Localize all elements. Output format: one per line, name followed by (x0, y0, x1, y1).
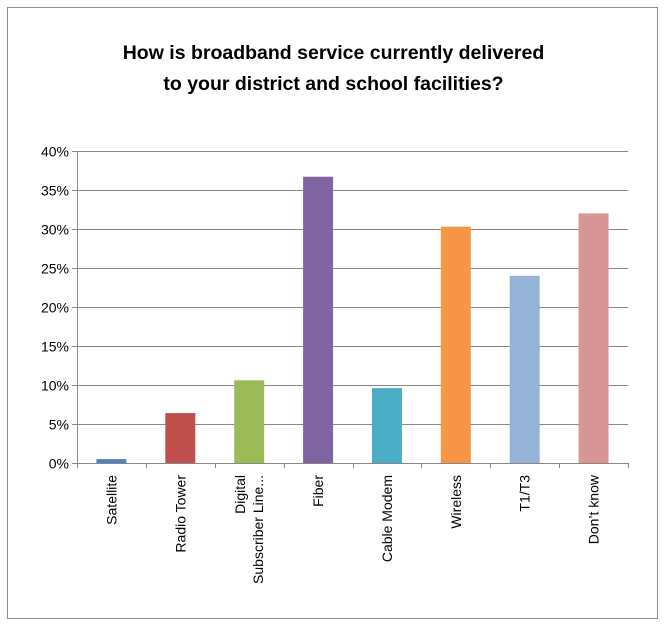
x-tick-label: T1/T3 (517, 475, 533, 512)
x-tick-label: Satellite (103, 475, 119, 525)
y-tick-label: 20% (41, 300, 69, 316)
x-tick-label: Radio Tower (172, 475, 188, 553)
y-tick-label: 35% (41, 183, 69, 199)
chart-title: How is broadband service currently deliv… (8, 38, 659, 100)
x-tick-label: Fiber (310, 475, 326, 507)
x-tick-labels: Satellite Radio Tower Digital Subscriber Li… (103, 474, 601, 584)
y-tick-label: 40% (41, 144, 69, 160)
chart-title-line-2: to your district and school facilities? (163, 73, 504, 95)
x-tick-label: Wireless (448, 475, 464, 529)
bar-6 (509, 275, 540, 463)
bar-1 (165, 413, 196, 463)
bar-5 (440, 226, 471, 463)
bar-7 (578, 213, 609, 463)
y-tick-label: 10% (41, 378, 69, 394)
y-tick-labels: 0% 5% 10% 15% 20% 25% 30% 35% 40% (41, 144, 69, 472)
y-tick-label: 15% (41, 339, 69, 355)
y-tick-label: 5% (49, 417, 69, 433)
x-tick-label: Don’t know (586, 474, 602, 544)
x-tick-label: Cable Modem (379, 475, 395, 562)
bars (96, 176, 609, 464)
x-tick-label: Digital (232, 475, 248, 514)
bar-4 (371, 388, 402, 463)
x-tick-label: Subscriber Line... (250, 475, 266, 584)
axes (72, 151, 629, 468)
y-tick-label: 0% (49, 456, 69, 472)
gridlines (77, 151, 628, 425)
y-tick-label: 25% (41, 261, 69, 277)
bar-3 (303, 176, 334, 464)
chart-title-line-1: How is broadband service currently deliv… (122, 42, 545, 64)
bar-2 (234, 380, 265, 463)
bar-0 (96, 459, 127, 463)
y-tick-label: 30% (41, 222, 69, 238)
